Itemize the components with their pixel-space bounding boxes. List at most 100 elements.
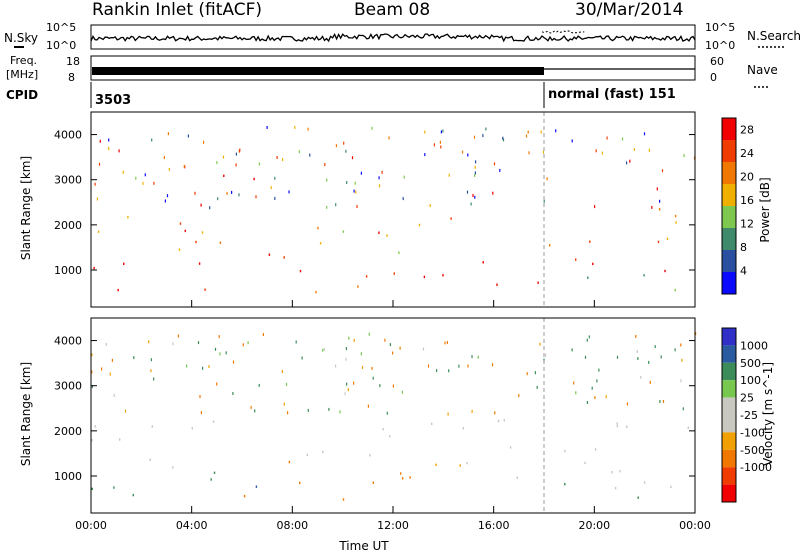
data-cell [589,240,591,243]
data-cell [365,275,368,278]
outlier-cell [502,136,504,140]
colorbar-swatch [722,345,736,363]
outlier-cell [133,356,135,360]
data-cell [670,485,672,488]
outlier-cell [384,338,386,342]
outlier-cell [122,170,124,174]
outlier-cell [91,353,93,357]
outlier-cell [378,184,381,188]
outlier-cell [442,129,444,133]
outlier-cell [355,190,357,194]
colorbar-tick-label: 1000 [740,339,768,352]
nave-tick-bottom: 0 [710,71,717,84]
outlier-cell [111,358,113,362]
data-cell [497,419,500,423]
outlier-cell [208,365,210,369]
colorbar-swatch [722,328,736,346]
outlier-cell [298,150,300,154]
outlier-cell [626,402,628,406]
outlier-cell [427,364,430,368]
outlier-cell [555,129,557,133]
outlier-cell [371,366,373,370]
outlier-cell [200,411,202,415]
data-cell [306,453,308,457]
outlier-cell [545,353,547,357]
outlier-cell [461,150,464,154]
y-tick-label: 4000 [54,335,82,348]
outlier-cell [187,134,189,138]
outlier-cell [527,130,529,134]
outlier-cell [309,153,311,157]
colorbar-tick-label: 28 [740,124,754,137]
outlier-cell [345,357,347,361]
outlier-cell [472,194,474,197]
outlier-cell [621,137,624,141]
y-tick-label: 3000 [54,380,82,393]
outlier-cell [96,197,98,201]
cpid-segment-1: 3503 [95,93,131,108]
data-cell [616,425,619,428]
outlier-cell [474,171,476,175]
outlier-cell [250,405,252,409]
colorbar-swatch [722,397,736,415]
outlier-cell [328,407,330,411]
outlier-cell [595,149,597,153]
outlier-cell [262,333,264,336]
data-cell [91,487,93,491]
outlier-cell [148,340,150,344]
colorbar-tick-label: 500 [740,357,761,370]
colorbar-swatch [722,484,736,502]
outlier-cell [222,155,225,159]
outlier-cell [482,134,484,138]
outlier-cell [502,138,505,142]
search-noise-trace [541,30,585,34]
data-cell [179,222,182,225]
outlier-cell [659,400,661,403]
data-cell [657,240,660,244]
date-title: 30/Mar/2014 [575,0,683,20]
outlier-cell [276,156,278,159]
outlier-cell [681,358,683,362]
x-tick-label: 16:00 [478,519,510,532]
data-cell [664,269,666,273]
search-tick-top: 10^5 [705,21,735,34]
outlier-cell [98,162,101,166]
sky-tick-top: 10^5 [46,21,76,34]
outlier-cell [596,379,598,383]
data-cell [418,223,421,227]
data-cell [195,240,197,244]
data-cell [382,428,384,431]
data-cell [357,285,359,288]
data-cell [132,493,134,497]
outlier-cell [274,196,276,200]
data-cell [537,281,539,284]
outlier-cell [354,181,356,185]
y-tick-label: 3000 [54,174,82,187]
data-cell [584,461,586,465]
outlier-cell [626,161,628,165]
outlier-cell [433,143,435,147]
data-cell [564,449,566,453]
outlier-cell [534,371,536,375]
power-x-axis-ticks [90,300,696,307]
outlier-cell [232,360,235,364]
data-cell [299,481,301,485]
outlier-cell [499,168,501,172]
data-cell [243,494,246,498]
outlier-cell [648,148,650,152]
outlier-cell [335,144,337,148]
outlier-cell [109,372,111,376]
cpid-label: CPID [6,88,38,102]
colorbar-tick-label: 8 [740,241,747,254]
data-cell [299,269,302,273]
outlier-cell [307,408,309,412]
velocity-x-axis: 00:00 04:00 08:00 12:00 16:00 20:00 00:00 [75,506,711,532]
data-cell [94,425,96,428]
outlier-cell [163,156,165,160]
outlier-cell [643,132,646,136]
velocity-y-axis: 1000 2000 3000 4000 [54,335,695,483]
outlier-cell [254,409,256,413]
data-cell [253,177,255,181]
data-cell [223,174,225,177]
data-cell [386,234,388,237]
